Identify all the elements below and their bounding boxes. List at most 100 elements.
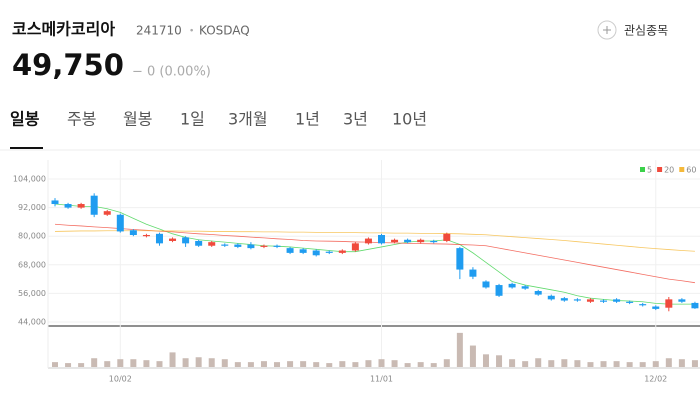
tabs: 일봉 주봉 월봉 1일 3개월 1년 3년 10년: [10, 110, 427, 129]
tab[interactable]: 월봉: [123, 110, 152, 129]
volume-bar: [522, 361, 529, 367]
volume-bar: [234, 362, 241, 367]
tab[interactable]: 주봉: [67, 110, 96, 129]
candle-body: [508, 283, 516, 288]
volume-bar: [156, 361, 163, 367]
tab[interactable]: 10년: [392, 110, 427, 129]
volume-bar: [443, 359, 450, 367]
candle-body: [208, 242, 216, 246]
volume-bar: [548, 360, 555, 367]
volume-bar: [587, 362, 594, 367]
volume-bar: [195, 357, 202, 367]
y-tick-label: 104,000: [13, 175, 46, 184]
x-tick-label: 12/02: [644, 375, 667, 384]
volume-bar: [365, 360, 372, 367]
candle-body: [299, 249, 307, 253]
volume-bar: [535, 358, 542, 367]
candle-body: [534, 291, 542, 295]
volume-bar: [247, 362, 254, 367]
candle-body: [665, 299, 673, 308]
watch-icon: [597, 20, 617, 40]
y-tick-label: 68,000: [18, 260, 46, 269]
volume-bar: [352, 362, 359, 367]
volume-bar: [260, 361, 267, 367]
volume-bar: [456, 332, 463, 367]
watch-button[interactable]: 관심종목: [597, 20, 668, 40]
candle-body: [260, 245, 268, 247]
candle-body: [351, 243, 359, 251]
volume-bar: [221, 359, 228, 367]
volume-bar: [626, 362, 633, 367]
x-tick-label: 11/01: [370, 375, 393, 384]
volume-bar: [600, 361, 607, 367]
volume-bar: [326, 363, 333, 367]
volume-bar: [287, 361, 294, 367]
volume-bar: [561, 359, 568, 367]
volume-bar: [104, 361, 111, 367]
market: KOSDAQ: [199, 24, 250, 38]
moving-average: [54, 203, 695, 305]
volume-bar: [574, 360, 581, 367]
candle-body: [103, 211, 111, 215]
volume-bar: [300, 361, 307, 367]
candle-body: [378, 235, 385, 244]
candle-body: [286, 248, 294, 253]
candle-body: [443, 233, 451, 241]
candle-body: [600, 300, 608, 302]
tab[interactable]: 3개월: [228, 110, 268, 129]
candle-body: [273, 245, 281, 247]
stock-code: 241710: [136, 24, 182, 38]
tab[interactable]: 일봉: [10, 110, 40, 129]
watch-label: 관심종목: [624, 24, 668, 38]
candle-body: [116, 214, 124, 232]
candle-body: [456, 248, 464, 270]
y-tick-label: 92,000: [18, 203, 46, 212]
candle-body: [51, 200, 59, 205]
candle-body: [325, 251, 333, 253]
volume-bar: [339, 361, 346, 367]
change: − 0 (0.00%): [132, 65, 211, 80]
candle-body: [338, 250, 346, 253]
candle-body: [182, 237, 190, 244]
separator: •: [189, 27, 194, 37]
volume-bar: [691, 360, 698, 367]
candle-body: [129, 230, 137, 236]
volume-bar: [52, 362, 58, 367]
volume-bar: [678, 359, 685, 367]
volume-bar: [130, 359, 137, 367]
volume-bar: [182, 358, 189, 367]
candle-body: [169, 238, 177, 241]
candle-body: [678, 299, 686, 302]
candle-body: [547, 295, 555, 300]
volume-bar: [417, 362, 424, 367]
candle-body: [234, 244, 242, 247]
volume-bar: [78, 363, 85, 367]
volume-bar: [404, 363, 411, 367]
candle-body: [417, 239, 425, 243]
moving-average: [54, 230, 695, 252]
candle-body: [312, 250, 320, 256]
candle-body: [626, 301, 634, 303]
plus: [603, 26, 611, 34]
legend-swatch: [679, 167, 685, 172]
candle-body: [639, 304, 647, 306]
volume-bar: [639, 362, 646, 367]
tab[interactable]: 1일: [180, 110, 205, 129]
y-tick-label: 80,000: [18, 232, 46, 241]
legend-label: 60: [686, 166, 696, 175]
volume-bar: [665, 358, 672, 367]
volume-bar: [378, 359, 385, 367]
candle-body: [364, 238, 372, 244]
volume-bar: [469, 345, 476, 367]
legend-label: 20: [664, 166, 674, 175]
volume-bar: [65, 363, 72, 367]
tab[interactable]: 1년: [295, 110, 320, 129]
y-tick-label: 56,000: [18, 289, 46, 298]
candle-body: [90, 195, 98, 215]
tab[interactable]: 3년: [343, 110, 368, 129]
candle-body: [64, 204, 72, 208]
candle-body: [691, 302, 699, 309]
volume-bar: [143, 360, 150, 367]
volume-bar: [613, 361, 620, 367]
